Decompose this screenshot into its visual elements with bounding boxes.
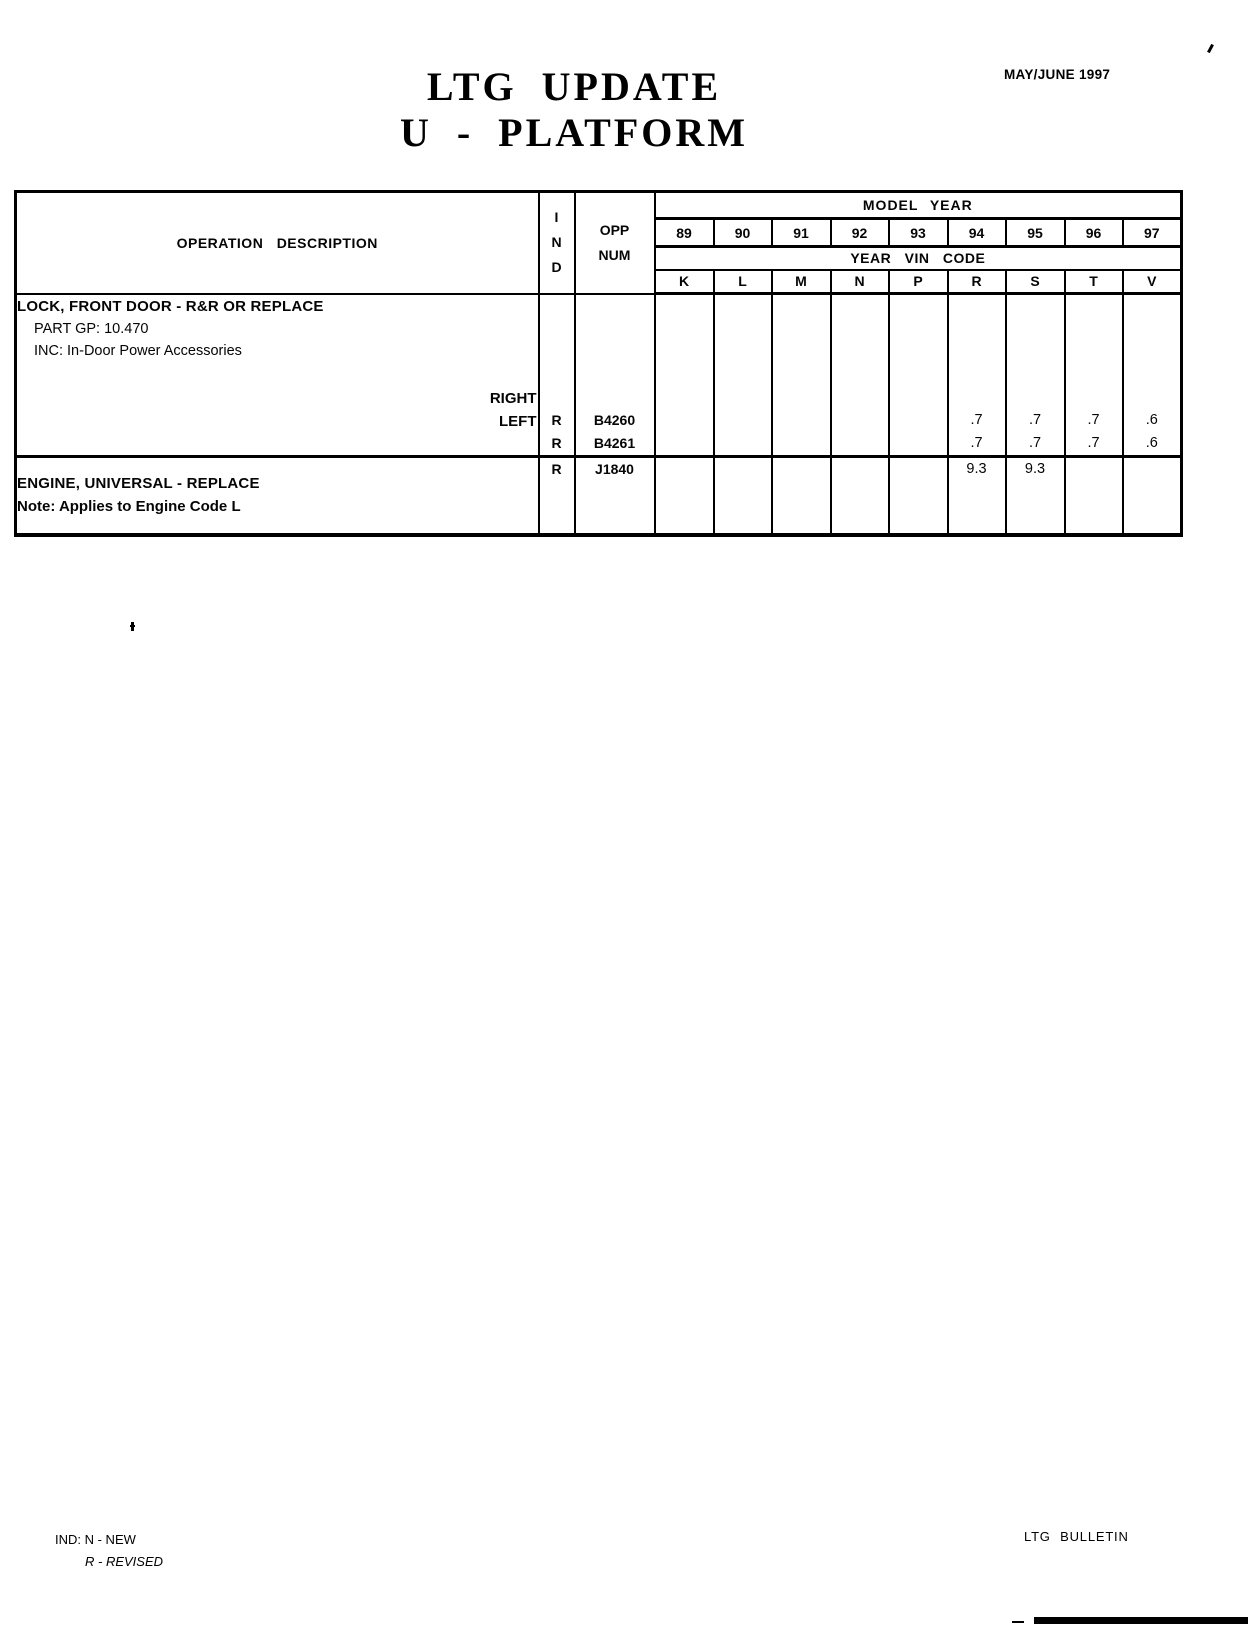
year-header-92: 92 [829, 217, 890, 248]
page-title: LTG UPDATE U - PLATFORM [274, 64, 874, 156]
corner-dash-mark [1012, 1621, 1024, 1623]
opp-num-value: B4260 [593, 412, 636, 428]
ltg-update-table: OPERATION DESCRIPTION I N D OPP NUM MODE… [14, 190, 1184, 537]
operation-note: Note: Applies to Engine Code L [17, 498, 241, 515]
time-cell-90 [712, 455, 773, 537]
corner-black-bar [1034, 1617, 1248, 1624]
time-cell-97: .6.6 [1121, 292, 1183, 458]
opp-num-line: OPP [599, 221, 630, 238]
ind-value: R [551, 412, 562, 428]
issue-date: MAY/JUNE 1997 [1004, 67, 1111, 82]
vin-code-header-m: M [770, 268, 832, 295]
column-header-opp-num: OPP NUM [573, 190, 656, 295]
year-header-91: 91 [770, 217, 832, 248]
year-header-96: 96 [1063, 217, 1124, 248]
time-cell-93 [887, 292, 949, 458]
vin-code-header-l: L [712, 268, 773, 295]
time-cell-92 [829, 292, 890, 458]
table-row-lock-front-door: LOCK, FRONT DOOR - R&R OR REPLACE PART G… [14, 292, 1183, 458]
vin-code-header-t: T [1063, 268, 1124, 295]
time-cell-91 [770, 292, 832, 458]
vin-code-header-s: S [1004, 268, 1066, 295]
operation-title: ENGINE, UNIVERSAL - REPLACE [17, 475, 260, 492]
time-cell-97 [1121, 455, 1183, 537]
time-cell-91 [770, 455, 832, 537]
vin-code-header-p: P [887, 268, 949, 295]
side-label-left: LEFT [499, 413, 537, 430]
year-header-93: 93 [887, 217, 949, 248]
ind-legend: IND: N - NEW R - REVISED [55, 1529, 163, 1573]
page-title-line2: U - PLATFORM [399, 110, 749, 155]
time-cell-93 [887, 455, 949, 537]
side-label-right: RIGHT [489, 390, 537, 407]
table-row-engine-universal: ENGINE, UNIVERSAL - REPLACE Note: Applie… [14, 455, 1183, 537]
page-title-line1: LTG UPDATE [426, 64, 722, 109]
time-cell-89 [653, 292, 715, 458]
column-header-operation-description: OPERATION DESCRIPTION [14, 190, 540, 295]
stray-ink-mark [130, 622, 135, 631]
year-header-94: 94 [946, 217, 1007, 248]
time-cell-89 [653, 455, 715, 537]
year-header-89: 89 [653, 217, 715, 248]
time-cell-92 [829, 455, 890, 537]
year-header-95: 95 [1004, 217, 1066, 248]
time-cell-95: .7.7 [1004, 292, 1066, 458]
opp-num-value: B4261 [593, 435, 636, 451]
opp-num-cell: B4260 B4261 [573, 292, 656, 458]
time-cell-90 [712, 292, 773, 458]
header-year-vin-code: YEAR VIN CODE [653, 245, 1183, 271]
operation-subline: PART GP: 10.470 [34, 320, 149, 337]
operation-description-cell: LOCK, FRONT DOOR - R&R OR REPLACE PART G… [14, 292, 540, 458]
operation-subline: INC: In-Door Power Accessories [34, 342, 242, 359]
opp-num-value: J1840 [595, 461, 634, 477]
year-header-97: 97 [1121, 217, 1183, 248]
bulletin-label: LTG BULLETIN [1024, 1529, 1129, 1544]
vin-code-header-n: N [829, 268, 890, 295]
ind-legend-line1: IND: N - NEW [55, 1532, 136, 1547]
ind-cell: R R [537, 292, 576, 458]
operation-description-cell: ENGINE, UNIVERSAL - REPLACE Note: Applie… [14, 455, 540, 537]
vin-code-header-v: V [1121, 268, 1183, 295]
ind-value: R [551, 435, 562, 451]
operation-title: LOCK, FRONT DOOR - R&R OR REPLACE [17, 297, 324, 315]
vin-code-header-r: R [946, 268, 1007, 295]
ind-legend-line2: R - REVISED [85, 1554, 164, 1569]
time-cell-96 [1063, 455, 1124, 537]
ind-value: R [551, 461, 562, 477]
opp-num-line: NUM [598, 246, 631, 263]
header-model-year: MODEL YEAR [653, 190, 1183, 220]
side-labels: RIGHT LEFT [490, 387, 537, 433]
ind-cell: R [537, 455, 576, 537]
ind-letter: I [554, 209, 559, 226]
vin-code-header-k: K [653, 268, 715, 295]
time-cell-94: .7.7 [946, 292, 1007, 458]
ind-letter: N [551, 234, 562, 251]
time-cell-95: 9.3 [1004, 455, 1066, 537]
year-header-90: 90 [712, 217, 773, 248]
column-header-ind: I N D [537, 190, 576, 295]
ind-letter: D [551, 259, 562, 276]
stray-tick-mark [1207, 43, 1214, 54]
time-cell-94: 9.3 [946, 455, 1007, 537]
opp-num-cell: J1840 [573, 455, 656, 537]
time-cell-96: .7.7 [1063, 292, 1124, 458]
